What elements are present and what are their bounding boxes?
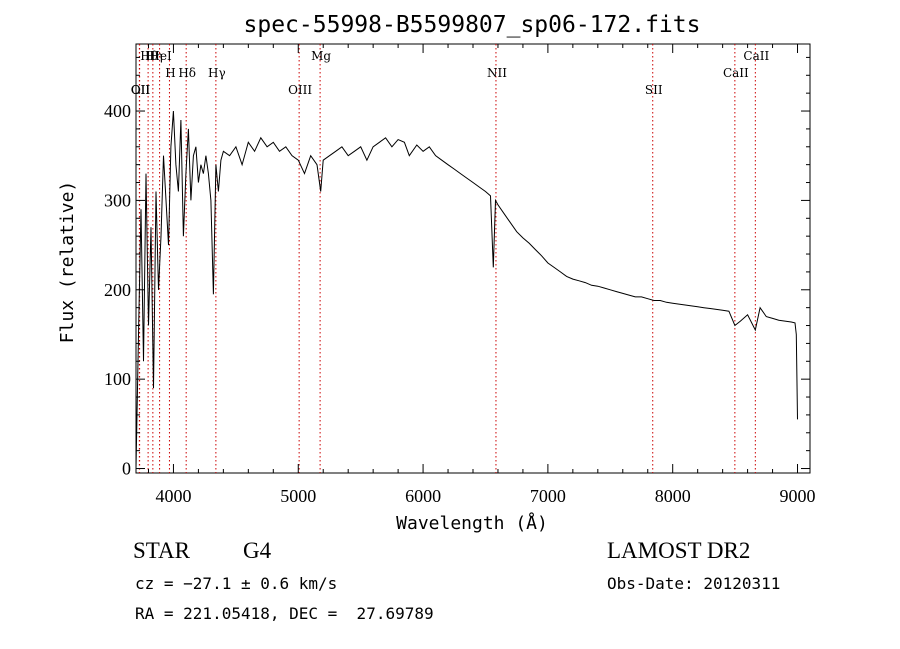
line-marker-label: OII — [131, 83, 151, 97]
x-tick-label: 4000 — [155, 486, 191, 506]
line-marker-label: OIII — [288, 83, 312, 97]
line-marker-label: Hδ — [178, 66, 196, 80]
plot-area: HθHOIIHeIHγOIIHηHδOIIIMgNIISIICaIICaII40… — [104, 43, 816, 506]
line-marker-label: H — [165, 66, 175, 80]
spectrum-line — [135, 110, 798, 469]
plot-frame — [135, 43, 811, 474]
line-marker-label: OII — [131, 83, 151, 97]
y-tick-label: 0 — [122, 459, 131, 479]
line-marker-label: Hθ — [140, 49, 158, 63]
x-axis-label: Wavelength (Å) — [396, 512, 548, 534]
chart-title: spec-55998-B5599807_sp06-172.fits — [244, 12, 701, 38]
x-tick-label: 5000 — [280, 486, 316, 506]
line-marker-label: Mg — [311, 49, 331, 63]
line-marker-label: CaII — [723, 66, 749, 80]
y-tick-label: 300 — [104, 190, 131, 210]
survey-name: LAMOST DR2 — [607, 538, 751, 563]
redshift-cz: cz = −27.1 ± 0.6 km/s — [135, 574, 338, 593]
x-tick-label: 6000 — [405, 486, 441, 506]
coordinates: RA = 221.05418, DEC = 27.69789 — [135, 604, 434, 623]
y-axis-label: Flux (relative) — [57, 181, 78, 344]
observation-date: Obs-Date: 20120311 — [607, 574, 781, 593]
y-tick-label: 200 — [104, 280, 131, 300]
line-marker-label: NII — [487, 66, 507, 80]
x-tick-label: 7000 — [530, 486, 566, 506]
line-marker-label: HeI — [149, 49, 172, 63]
line-marker-label: Hη — [145, 49, 163, 63]
y-tick-label: 400 — [104, 101, 131, 121]
x-tick-label: 9000 — [780, 486, 816, 506]
line-marker-label: CaII — [743, 49, 769, 63]
object-subclass: G4 — [243, 538, 272, 563]
x-tick-label: 8000 — [655, 486, 691, 506]
object-class: STAR — [133, 538, 190, 563]
y-tick-label: 100 — [104, 369, 131, 389]
line-marker-label: Hγ — [208, 66, 226, 80]
line-marker-label: SII — [645, 83, 663, 97]
